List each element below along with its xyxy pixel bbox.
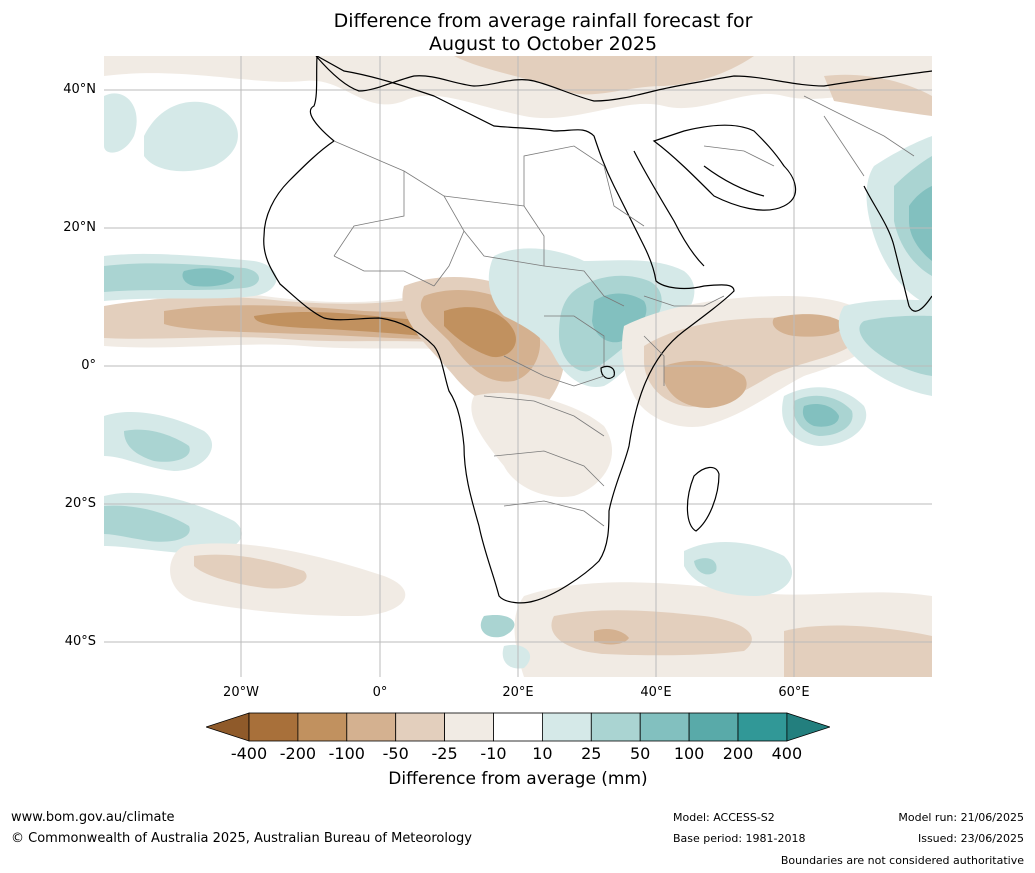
title-line-2: August to October 2025 bbox=[428, 33, 658, 55]
lat-label-40s: 40°S bbox=[64, 634, 96, 649]
lat-label-40n: 40°N bbox=[63, 82, 96, 97]
lon-label-0: 0° bbox=[372, 685, 388, 700]
colorbar-swatch bbox=[248, 712, 299, 742]
model-run-text: Model run: 21/06/2025 bbox=[898, 811, 1024, 824]
lat-label-20n: 20°N bbox=[63, 220, 96, 235]
map-canvas bbox=[104, 56, 932, 677]
base-period-text: Base period: 1981-2018 bbox=[673, 832, 806, 845]
colorbar-extend-low bbox=[206, 712, 250, 742]
colorbar-tick-label: -400 bbox=[230, 744, 268, 763]
colorbar-tick-label: -50 bbox=[382, 744, 409, 763]
colorbar-tick-label: 10 bbox=[532, 744, 553, 763]
colorbar-tick-label: -10 bbox=[480, 744, 507, 763]
lat-label-20s: 20°S bbox=[64, 496, 96, 511]
colorbar-tick-label: 200 bbox=[722, 744, 754, 763]
colorbar-swatch bbox=[493, 712, 543, 742]
colorbar-swatch bbox=[590, 712, 641, 742]
lat-label-0: 0° bbox=[81, 358, 96, 373]
coastlines bbox=[263, 56, 932, 604]
lon-label-60e: 60°E bbox=[778, 685, 810, 700]
country-boundaries bbox=[333, 95, 915, 527]
disclaimer-text: Boundaries are not considered authoritat… bbox=[780, 854, 1024, 867]
website-link[interactable]: www.bom.gov.au/climate bbox=[11, 810, 175, 825]
colorbar-swatch bbox=[395, 712, 445, 742]
colorbar-tick-label: 100 bbox=[673, 744, 705, 763]
colorbar-tick-label: -25 bbox=[431, 744, 458, 763]
lon-label-20w: 20°W bbox=[223, 685, 259, 700]
colorbar-swatch bbox=[297, 712, 348, 742]
colorbar-swatch bbox=[639, 712, 690, 742]
colorbar-tick-label: 25 bbox=[581, 744, 602, 763]
colorbar-extend-high bbox=[786, 712, 830, 742]
colorbar-swatch bbox=[737, 712, 788, 742]
colorbar-label: Difference from average (mm) bbox=[388, 769, 648, 789]
title-line-1: Difference from average rainfall forecas… bbox=[333, 10, 753, 32]
colorbar-swatch bbox=[688, 712, 739, 742]
colorbar-tick-label: 50 bbox=[630, 744, 651, 763]
issued-text: Issued: 23/06/2025 bbox=[917, 832, 1024, 845]
chart-title: Difference from average rainfall forecas… bbox=[105, 10, 981, 56]
colorbar-tick-label: -100 bbox=[328, 744, 365, 763]
colorbar-swatches bbox=[206, 712, 830, 742]
colorbar bbox=[206, 711, 830, 743]
model-text: Model: ACCESS-S2 bbox=[673, 811, 775, 824]
copyright-text: © Commonwealth of Australia 2025, Austra… bbox=[11, 831, 472, 846]
colorbar-tick-label: 400 bbox=[771, 744, 803, 763]
lon-label-40e: 40°E bbox=[640, 685, 672, 700]
colorbar-swatch bbox=[444, 712, 494, 742]
colorbar-swatch bbox=[541, 712, 592, 742]
colorbar-tick-label: -200 bbox=[279, 744, 317, 763]
colorbar-swatch bbox=[346, 712, 397, 742]
lon-label-20e: 20°E bbox=[502, 685, 534, 700]
rainfall-anomaly-map bbox=[104, 56, 932, 677]
